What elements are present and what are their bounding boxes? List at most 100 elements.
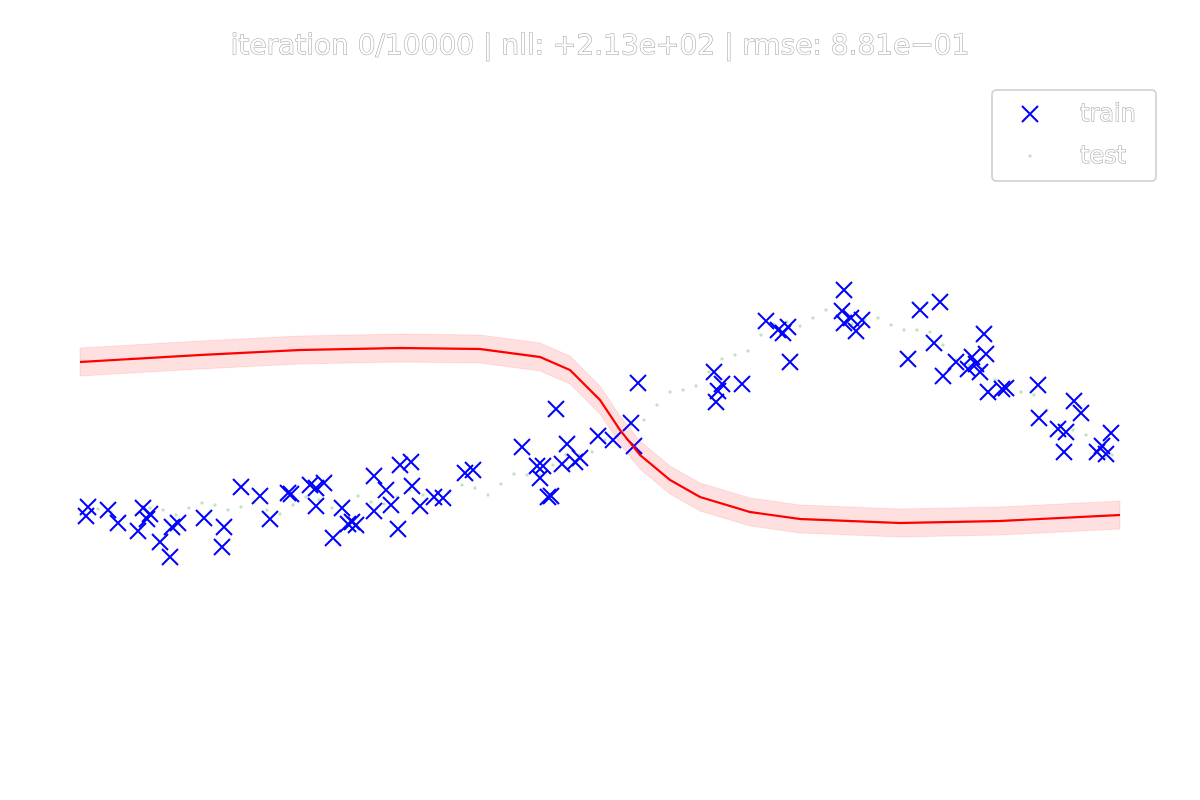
test-point (1110, 453, 1114, 457)
confidence-band (79, 333, 1121, 538)
train-point (129, 522, 147, 540)
test-point (161, 508, 165, 512)
mean-line (79, 346, 1121, 525)
test-point (928, 330, 932, 334)
train-point (757, 312, 775, 330)
train-point (853, 311, 871, 329)
train-point (997, 379, 1015, 397)
train-point (232, 478, 250, 496)
train-point (779, 318, 797, 336)
train-point (261, 510, 279, 528)
train-point (213, 538, 231, 556)
train-point (434, 489, 452, 507)
test-point (473, 486, 477, 490)
train-point (622, 414, 640, 432)
legend-label: test (1080, 141, 1126, 169)
test-point (707, 370, 711, 374)
train-point (977, 345, 995, 363)
train-point (539, 488, 557, 506)
test-point (941, 343, 945, 347)
train-point (781, 353, 799, 371)
test-point (1019, 390, 1023, 394)
train-point (547, 400, 565, 418)
train-point (975, 325, 993, 343)
train-point (534, 457, 552, 475)
train-point (1030, 409, 1048, 427)
train-point (1072, 404, 1090, 422)
train-point (733, 375, 751, 393)
train-point (215, 518, 233, 536)
test-point (304, 495, 308, 499)
test-point (369, 500, 373, 504)
train-point (528, 457, 546, 475)
test-point (213, 503, 217, 507)
train-point (993, 380, 1011, 398)
test-point (889, 323, 893, 327)
test-point (902, 328, 906, 332)
test-point (356, 494, 360, 498)
train-point (195, 509, 213, 527)
test-point (1084, 433, 1088, 437)
test-point (733, 353, 737, 357)
train-point (589, 427, 607, 445)
train-point (307, 479, 325, 497)
test-point (226, 508, 230, 512)
legend-box (991, 89, 1157, 182)
test-point (291, 503, 295, 507)
train-point (347, 516, 365, 534)
test-point (759, 333, 763, 337)
train-point (925, 334, 943, 352)
test-point (720, 357, 724, 361)
test-point (200, 501, 204, 505)
train-point (391, 456, 409, 474)
train-point (138, 510, 156, 528)
train-point (141, 505, 159, 523)
test-point (148, 506, 152, 510)
legend-marker (1028, 154, 1032, 158)
test-point (1032, 393, 1036, 397)
test-point (655, 403, 659, 407)
train-point (705, 363, 723, 381)
test-point (694, 384, 698, 388)
test-point (551, 463, 555, 467)
train-point (99, 501, 117, 519)
train-point (315, 474, 333, 492)
test-point (421, 493, 425, 497)
train-point (531, 469, 549, 487)
train-point (899, 350, 917, 368)
train-point (382, 496, 400, 514)
test-point (1071, 428, 1075, 432)
train-point (947, 353, 965, 371)
test-point (187, 506, 191, 510)
train-point (1065, 392, 1083, 410)
legend-marker (1021, 105, 1039, 123)
test-point (382, 502, 386, 506)
train-point (307, 497, 325, 515)
train-point (79, 498, 97, 516)
test-point (278, 512, 282, 516)
train-point (713, 375, 731, 393)
train-point (707, 393, 725, 411)
test-point (681, 388, 685, 392)
train-point (835, 281, 853, 299)
test-point (96, 507, 100, 511)
train-point (1102, 424, 1120, 442)
test-point (824, 308, 828, 312)
train-point (365, 467, 383, 485)
train-point (161, 548, 179, 566)
train-point (389, 520, 407, 538)
test-point (460, 483, 464, 487)
legend-label: train (1080, 99, 1136, 127)
train-point (464, 461, 482, 479)
test-point (239, 505, 243, 509)
test-point (525, 473, 529, 477)
train-point (1055, 443, 1073, 461)
train-point (979, 383, 997, 401)
test-point (590, 450, 594, 454)
test-point (265, 508, 269, 512)
test-point (330, 506, 334, 510)
test-point (668, 390, 672, 394)
train-point (411, 497, 429, 515)
test-point (811, 316, 815, 320)
